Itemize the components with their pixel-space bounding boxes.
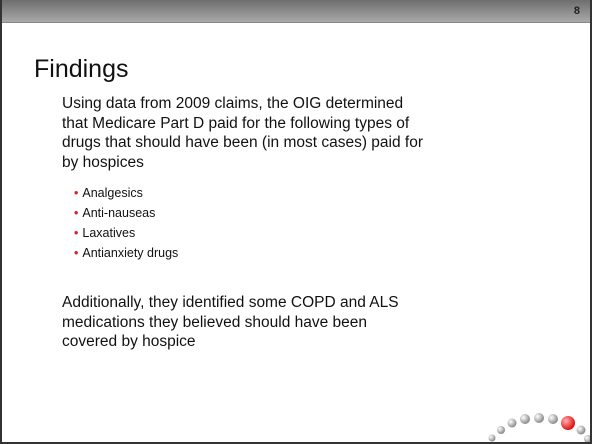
text-line: drugs that should have been (in most cas… (62, 134, 424, 151)
bullet-item: Laxatives (74, 223, 178, 243)
text-line: Using data from 2009 claims, the OIG det… (62, 95, 404, 112)
text-line: that Medicare Part D paid for the follow… (62, 114, 410, 132)
text-line: covered by hospice (62, 333, 196, 350)
slide-number: 8 (573, 5, 580, 17)
bullet-item: Analgesics (74, 183, 178, 203)
slide-title: Findings (34, 55, 129, 83)
text-line: by hospices (62, 153, 144, 171)
text-line: medications they believed should have be… (62, 313, 368, 331)
decoration (488, 413, 590, 442)
text-line: Additionally, they identified some COPD … (62, 294, 399, 311)
intro-paragraph: Using data from 2009 claims, the OIG det… (62, 94, 423, 172)
bullet-item: Antianxiety drugs (74, 243, 178, 263)
bullet-list: AnalgesicsAnti-nauseasLaxativesAntianxie… (74, 183, 178, 263)
bullet-item: Anti-nauseas (74, 203, 178, 223)
top-bar: 8 (2, 0, 590, 23)
closing-paragraph: Additionally, they identified some COPD … (62, 293, 399, 352)
